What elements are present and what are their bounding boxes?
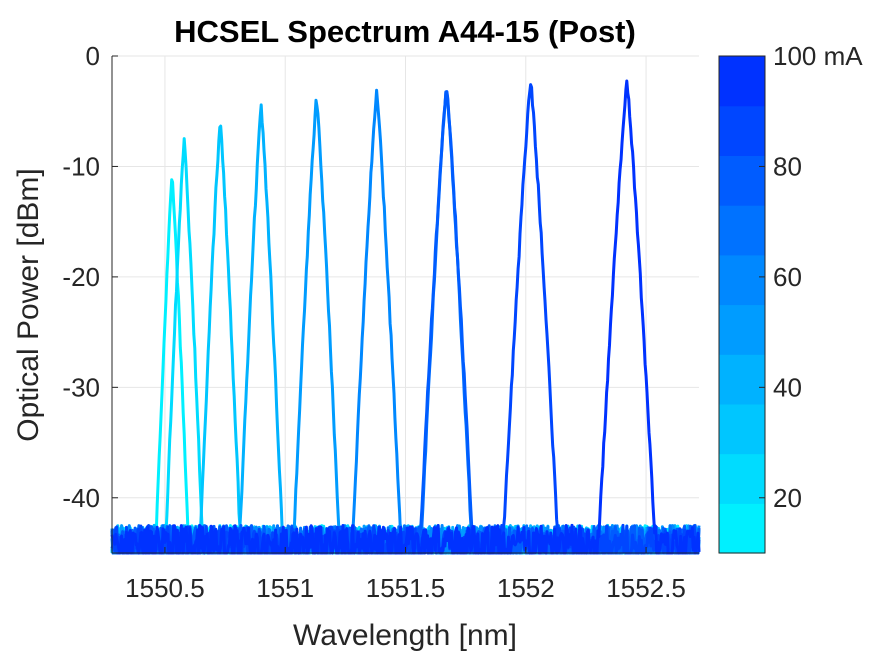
x-tick-label: 1552.5 [606,573,686,603]
colorbar-segment [719,205,765,256]
colorbar-frame [718,55,766,554]
colorbar-segment [719,403,765,455]
colorbar-tick-label: 80 [773,151,802,181]
y-tick-label: 0 [86,41,100,71]
colorbar-segment [719,155,765,206]
colorbar-segment [719,453,765,504]
x-axis-label: Wavelength [nm] [293,619,517,652]
colorbar-tick-label: 60 [773,262,802,292]
axes-group: 1550.5 1551 1551.5 1552 1552.5 0 -10 -20 -30 -40 [62,41,699,603]
colorbar-tick-label: 100 mA [773,41,863,71]
colorbar-tick-label: 20 [773,483,802,513]
chart-title: HCSEL Spectrum A44-15 (Post) [174,14,636,49]
colorbar-segment [719,304,765,355]
colorbar-segment [719,354,765,405]
colorbar-segment [719,56,765,107]
x-tick-label: 1551 [256,573,314,603]
colorbar-segment [719,503,765,554]
y-axis-label: Optical Power [dBm] [12,168,45,441]
y-tick-label: -10 [62,151,100,181]
y-tick-label: -20 [62,262,100,292]
colorbar-tick-label: 40 [773,372,802,402]
colorbar-segment [719,105,765,156]
x-tick-label: 1550.5 [125,573,205,603]
y-tick-label: -40 [62,483,100,513]
colorbar-segment [719,254,765,306]
x-tick-label: 1552 [497,573,555,603]
y-tick-label: -30 [62,372,100,402]
x-tick-label: 1551.5 [366,573,446,603]
colorbar: 20 40 60 80 100 mA [718,41,863,554]
